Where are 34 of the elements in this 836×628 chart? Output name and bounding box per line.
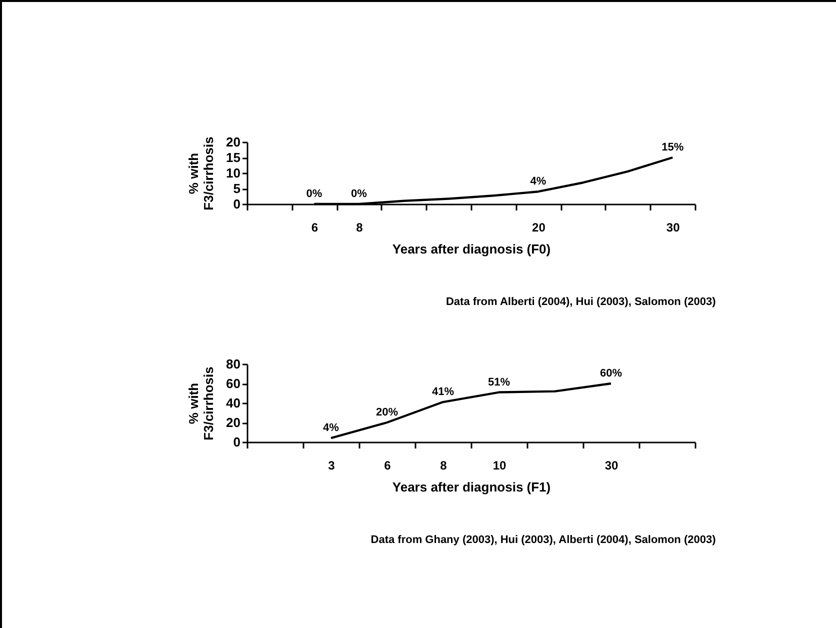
y-tick-label: 60 bbox=[226, 376, 240, 391]
x-tick-label: 3 bbox=[328, 458, 336, 472]
y-axis-title: % with F3/cirrhosis bbox=[186, 366, 216, 440]
data-label: 0% bbox=[351, 188, 368, 200]
y-tick-label: 20 bbox=[226, 134, 240, 150]
data-label: 41% bbox=[432, 386, 454, 398]
data-label: 4% bbox=[323, 422, 340, 434]
x-tick-label: 8 bbox=[356, 220, 364, 234]
y-tick-label: 80 bbox=[226, 356, 240, 372]
x-tick-label: 20 bbox=[532, 220, 546, 234]
x-tick-label: 30 bbox=[666, 220, 680, 234]
data-label: 4% bbox=[530, 176, 546, 188]
y-tick-label: 5 bbox=[233, 181, 240, 196]
y-tick-label: 15 bbox=[226, 150, 240, 165]
x-axis-title: Years after diagnosis (F0) bbox=[392, 242, 551, 256]
y-tick-label: 0 bbox=[233, 196, 240, 212]
x-axis-title: Years after diagnosis (F1) bbox=[392, 480, 551, 494]
x-tick-label: 6 bbox=[311, 220, 318, 234]
data-label: 0% bbox=[306, 188, 322, 200]
x-tick-label: 6 bbox=[384, 458, 392, 472]
y-tick-label: 10 bbox=[226, 166, 240, 180]
y-tick-label: 0 bbox=[233, 434, 240, 450]
x-tick-label: 10 bbox=[492, 458, 506, 472]
y-tick-label: 20 bbox=[226, 415, 240, 430]
data-label: 20% bbox=[376, 406, 398, 418]
data-label: 15% bbox=[662, 142, 684, 154]
x-tick-label: 30 bbox=[604, 458, 618, 472]
text: Data from Ghany (2003), Hui (2003), Alberti (2004), Salomon (2003) bbox=[370, 534, 716, 546]
data-label: 60% bbox=[600, 368, 622, 380]
text: Data from Alberti (2004), Hui (2003), Salomon (2003) bbox=[446, 296, 716, 308]
y-tick-label: 40 bbox=[226, 396, 240, 410]
x-tick-label: 8 bbox=[440, 458, 448, 472]
data-label: 51% bbox=[488, 376, 510, 388]
y-axis-title: % with F3/cirrhosis bbox=[186, 136, 216, 210]
